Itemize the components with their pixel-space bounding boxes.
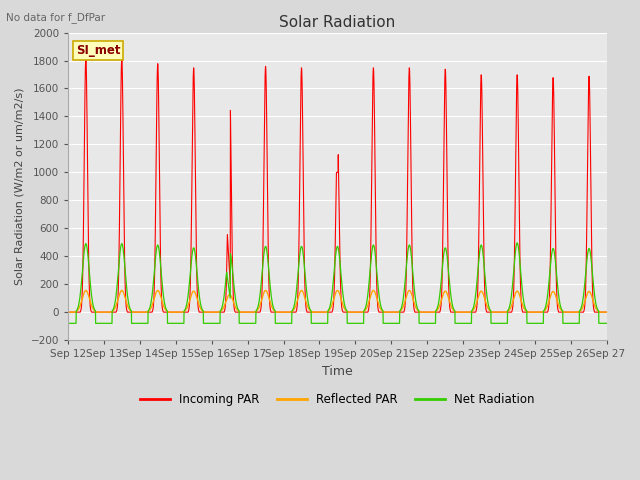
- Legend: Incoming PAR, Reflected PAR, Net Radiation: Incoming PAR, Reflected PAR, Net Radiati…: [135, 389, 540, 411]
- X-axis label: Time: Time: [322, 365, 353, 378]
- Title: Solar Radiation: Solar Radiation: [279, 15, 396, 30]
- Text: SI_met: SI_met: [76, 44, 120, 57]
- Text: No data for f_DfPar: No data for f_DfPar: [6, 12, 106, 23]
- Y-axis label: Solar Radiation (W/m2 or um/m2/s): Solar Radiation (W/m2 or um/m2/s): [15, 87, 25, 285]
